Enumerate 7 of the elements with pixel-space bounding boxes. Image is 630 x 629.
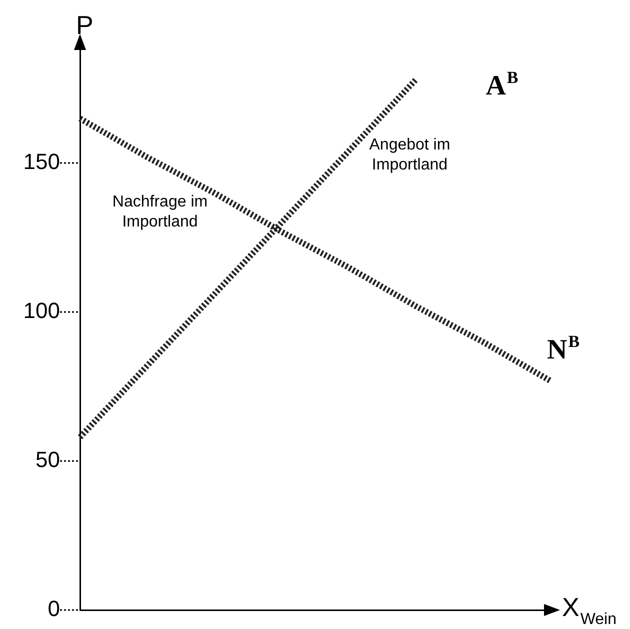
y-tick-label: 0 — [48, 596, 60, 622]
y-tick-label: 50 — [36, 447, 60, 472]
annotation: Nachfrage im Importland — [112, 193, 208, 230]
y-axis-title: P — [76, 10, 94, 40]
annotation: Angebot im Importland — [369, 136, 450, 174]
y-tick-label: 150 — [23, 149, 60, 174]
y-tick-label: 100 — [23, 298, 60, 324]
